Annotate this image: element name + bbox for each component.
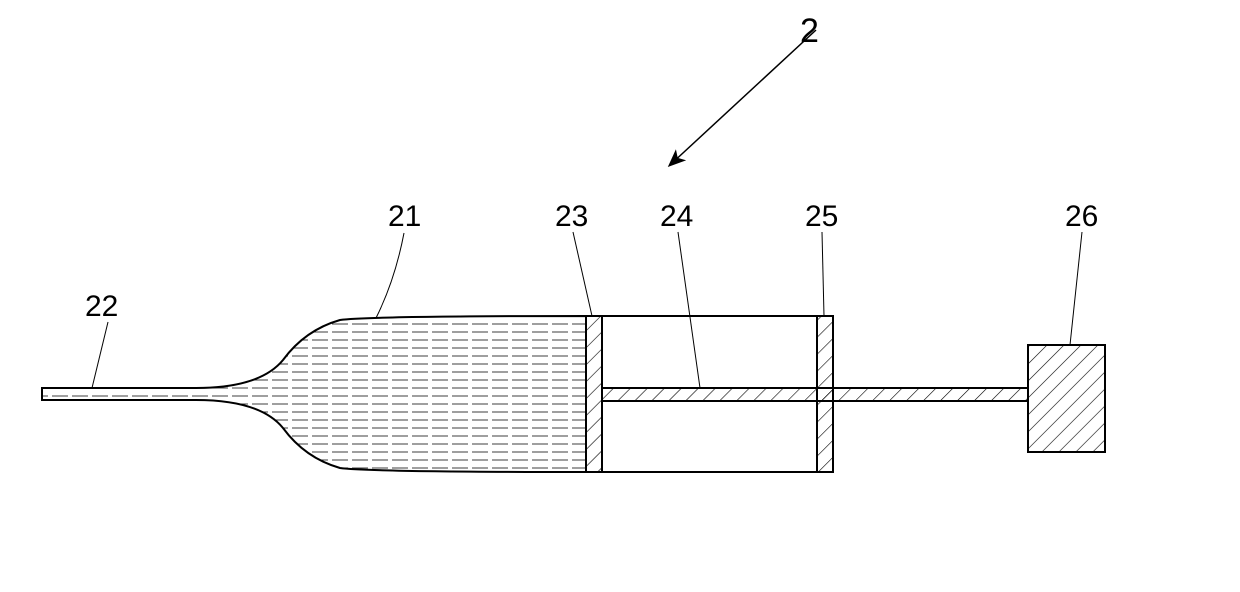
label-endcap: 25 [805,200,838,234]
rod [602,388,1028,401]
main-callout [670,30,816,165]
label-body: 21 [388,200,421,234]
label-tube: 22 [85,290,118,324]
end-block [1028,345,1105,452]
label-main: 2 [800,12,819,51]
label-rod: 24 [660,200,693,234]
fluid-body [42,316,586,472]
diagram-canvas [0,0,1240,592]
piston [586,316,602,472]
label-piston: 23 [555,200,588,234]
label-block: 26 [1065,200,1098,234]
